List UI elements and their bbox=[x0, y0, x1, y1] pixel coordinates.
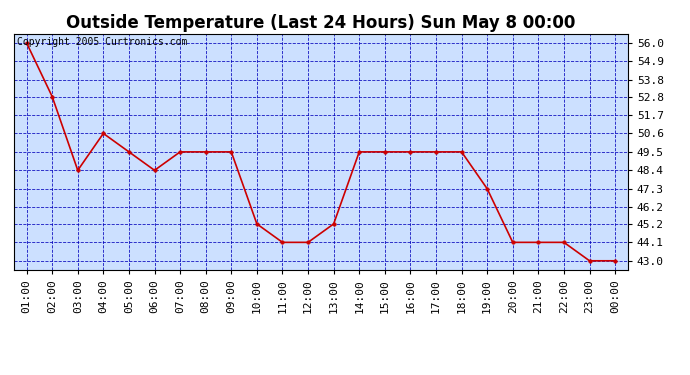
Title: Outside Temperature (Last 24 Hours) Sun May 8 00:00: Outside Temperature (Last 24 Hours) Sun … bbox=[66, 14, 575, 32]
Text: Copyright 2005 Curtronics.com: Copyright 2005 Curtronics.com bbox=[17, 37, 187, 47]
